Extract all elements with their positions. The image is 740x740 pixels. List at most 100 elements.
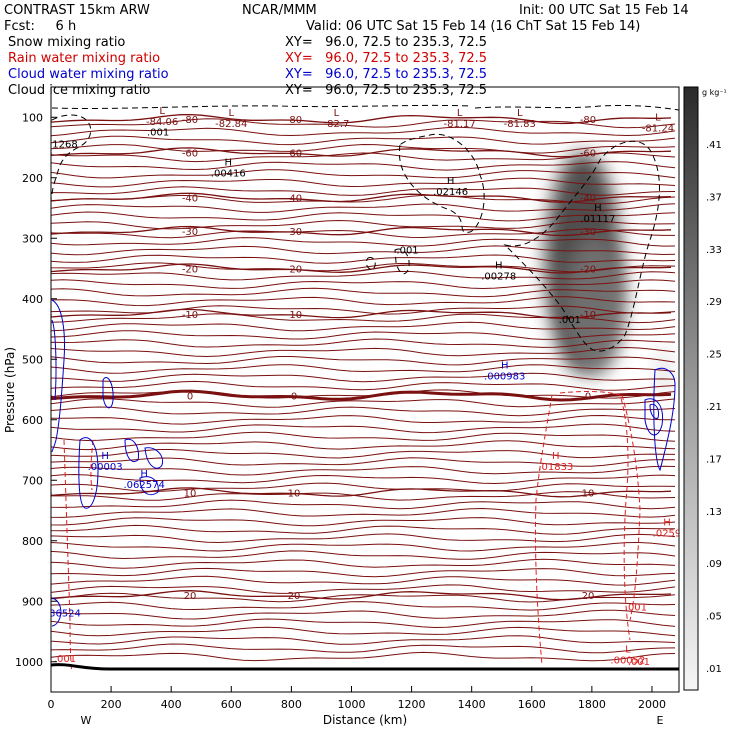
temperature-contour-line bbox=[51, 346, 676, 358]
ice-contour-west bbox=[51, 114, 92, 196]
ice-contour-dot bbox=[365, 257, 376, 271]
temperature-contour-line bbox=[51, 279, 676, 290]
forecast-hour: Fcst: 6 h bbox=[4, 19, 76, 34]
temperature-contour-line bbox=[51, 558, 676, 569]
colorbar-label: .29 bbox=[706, 297, 722, 308]
temperature-contour-line bbox=[51, 186, 676, 196]
temperature-contour-line bbox=[51, 305, 676, 315]
snow-max-shade bbox=[564, 234, 625, 375]
temperature-contour-label: 10 bbox=[582, 488, 595, 499]
x-tick-label: 0 bbox=[48, 698, 55, 711]
contour-value-label: .001 bbox=[559, 315, 581, 326]
temperature-contour-label: -80 bbox=[182, 115, 198, 126]
x-tick-label: 1200 bbox=[398, 698, 426, 711]
direction-west: W bbox=[81, 714, 92, 727]
temperature-contour-label: -60 bbox=[580, 148, 596, 159]
temperature-contour-line bbox=[51, 643, 676, 654]
cloud-ice-contours bbox=[51, 104, 679, 352]
extremum-marker: H bbox=[225, 158, 233, 169]
temperature-contour-line bbox=[51, 270, 676, 281]
extremum-marker: H bbox=[495, 261, 503, 272]
y-tick-label: 600 bbox=[22, 414, 43, 427]
cw-blob-4 bbox=[144, 447, 164, 469]
temperature-contour-minus60 bbox=[51, 147, 672, 158]
y-tick-label: 900 bbox=[22, 595, 43, 608]
extremum-value: .01833 bbox=[538, 462, 573, 473]
extremum-marker: L bbox=[228, 108, 234, 119]
cw-west-upper bbox=[51, 299, 65, 453]
extremum-value: -82.7 bbox=[324, 119, 350, 130]
temperature-contour-line bbox=[51, 423, 676, 434]
cw-west-upper-b bbox=[51, 319, 57, 401]
temperature-contour-label: -30 bbox=[182, 227, 198, 238]
temperature-contour-line bbox=[51, 219, 676, 230]
ice-contour-mid bbox=[398, 133, 485, 233]
header-block: CONTRAST 15km ARW NCAR/MMM Init: 00 UTC … bbox=[4, 3, 689, 98]
x-tick-label: 1400 bbox=[458, 698, 486, 711]
field-xy-rain: XY= 96.0, 72.5 to 235.3, 72.5 bbox=[285, 51, 487, 66]
temperature-contour-line bbox=[51, 228, 675, 239]
colorbar-label: .17 bbox=[706, 454, 722, 465]
temperature-contour-line bbox=[51, 203, 676, 213]
extremum-marker: L bbox=[334, 108, 340, 119]
temperature-contour-label: -10 bbox=[182, 310, 198, 321]
snow-shading bbox=[544, 152, 672, 398]
colorbar-label: .37 bbox=[706, 192, 722, 203]
temperature-contour-line bbox=[51, 118, 676, 129]
temperature-contour-label: 0 bbox=[187, 392, 193, 403]
temperature-contour-line bbox=[51, 541, 676, 552]
rain-contour-west bbox=[63, 439, 73, 673]
temperature-contour-line bbox=[51, 567, 676, 578]
temperature-contour-0 bbox=[51, 389, 672, 402]
x-axis: 0 200 400 600 800 1000 1200 1400 1600 1800 2000 bbox=[48, 686, 666, 711]
extremum-marker: H bbox=[101, 451, 109, 462]
temperature-contour-line bbox=[51, 211, 676, 222]
valid-time: Valid: 06 UTC Sat 15 Feb 14 (16 ChT Sat … bbox=[306, 19, 640, 34]
y-tick-label: 300 bbox=[22, 232, 43, 245]
temperature-contour-line bbox=[51, 364, 676, 374]
temperature-contour-minus20 bbox=[51, 263, 672, 274]
contour-value-label: .001 bbox=[54, 654, 76, 665]
temperature-contour-line bbox=[51, 431, 676, 442]
temperature-contour-label: -20 bbox=[286, 265, 302, 276]
extremum-marker: L bbox=[625, 645, 631, 656]
field-name-snow: Snow mixing ratio bbox=[8, 35, 125, 50]
plot-frame bbox=[50, 86, 680, 693]
temperature-contour-line bbox=[51, 406, 676, 417]
temperature-contour-line bbox=[51, 601, 676, 611]
rain-contour-east-3 bbox=[621, 394, 641, 621]
rain-contour-west-b bbox=[90, 439, 94, 491]
colorbar-labels: .41 .37 .33 .29 .25 .21 .17 .13 .09 .05 .01 bbox=[706, 140, 722, 675]
ice-contour-top bbox=[51, 104, 471, 109]
y-tick-label: 1000 bbox=[15, 656, 43, 669]
cw-east-3 bbox=[649, 403, 659, 419]
temperature-contour-label: 20 bbox=[582, 591, 595, 602]
temperature-contour-line bbox=[51, 135, 676, 146]
field-name-rain: Rain water mixing ratio bbox=[8, 51, 160, 66]
extremum-marker: H bbox=[552, 451, 560, 462]
extremum-marker: L bbox=[517, 108, 523, 119]
rain-contour-east-1 bbox=[534, 394, 553, 666]
extremum-value: -81.24 bbox=[642, 123, 674, 134]
temperature-contour-line bbox=[51, 618, 676, 629]
temperature-contour-line bbox=[51, 177, 676, 188]
field-xy-snow: XY= 96.0, 72.5 to 235.3, 72.5 bbox=[285, 35, 487, 50]
y-tick-label: 400 bbox=[22, 293, 43, 306]
cw-blob-3 bbox=[124, 438, 139, 463]
temperature-contour-label: -40 bbox=[286, 194, 302, 205]
contour-value-label: .001 bbox=[628, 657, 650, 668]
temperature-contours: -80 -80 -80 -60 -60 -60 -40 -40 -40 -30 -30 -30 -20 -… bbox=[51, 113, 676, 662]
extremum-marker: H bbox=[447, 176, 455, 187]
cw-blob-2 bbox=[78, 437, 99, 509]
field-name-cloud-water: Cloud water mixing ratio bbox=[8, 67, 169, 82]
temperature-contour-line bbox=[51, 507, 676, 518]
temperature-contour-label: -20 bbox=[580, 265, 596, 276]
temperature-contour-line bbox=[51, 609, 676, 620]
temperature-contour-label: -30 bbox=[286, 227, 302, 238]
temperature-contour-label: -10 bbox=[286, 310, 302, 321]
temperature-contour-label: -40 bbox=[182, 194, 198, 205]
temperature-contour-line bbox=[51, 296, 676, 307]
colorbar-label: .09 bbox=[706, 559, 722, 570]
temperature-contour-label: 0 bbox=[585, 392, 591, 403]
extremum-value: .00416 bbox=[211, 169, 246, 180]
